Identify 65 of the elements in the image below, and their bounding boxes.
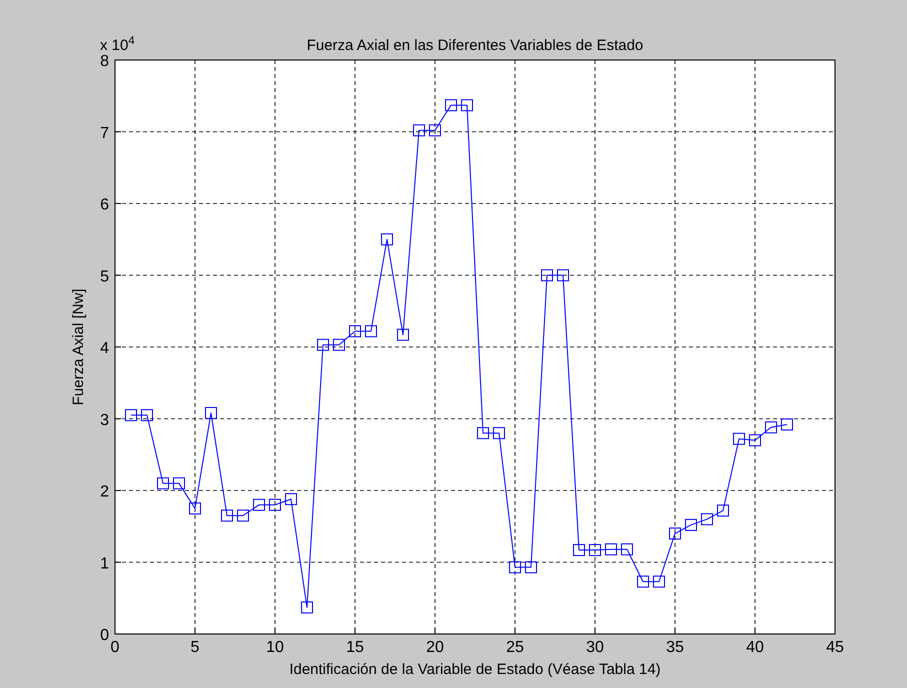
point xyxy=(333,338,345,351)
y-tick-label: 0 xyxy=(100,627,110,644)
y-tick-label: 4 xyxy=(100,340,110,357)
point xyxy=(717,504,729,517)
point xyxy=(557,269,569,282)
y-tick-label: 8 xyxy=(100,53,110,70)
point xyxy=(765,421,777,434)
point xyxy=(157,477,169,490)
point xyxy=(461,99,473,112)
x-tick-label: 15 xyxy=(346,639,364,656)
y-tick-label: 6 xyxy=(100,196,110,214)
point xyxy=(509,561,521,574)
point xyxy=(701,513,713,526)
point xyxy=(269,498,281,511)
point xyxy=(669,528,681,540)
x-tick-label: 40 xyxy=(746,639,764,656)
point xyxy=(749,434,761,446)
point xyxy=(589,544,601,556)
point xyxy=(221,510,233,522)
point xyxy=(413,124,425,136)
point xyxy=(301,601,313,614)
x-axis-title: Identificación de la Variable de Estado (Véase Tabla 14) xyxy=(289,661,661,678)
point xyxy=(621,543,633,556)
point xyxy=(605,543,617,556)
point xyxy=(205,407,217,420)
x-tick-label: 25 xyxy=(506,639,524,656)
x-tick-label: 5 xyxy=(190,639,200,656)
point xyxy=(653,576,665,588)
point xyxy=(141,409,153,422)
point xyxy=(237,510,249,522)
text: x 10$^{4}$ xyxy=(100,35,135,54)
y-tick-label: 2 xyxy=(100,484,110,500)
point xyxy=(733,432,745,445)
point xyxy=(253,498,265,511)
point xyxy=(397,328,409,341)
point xyxy=(477,427,489,440)
point xyxy=(349,325,361,338)
point xyxy=(365,325,377,338)
point xyxy=(125,409,137,422)
point xyxy=(573,544,585,556)
x-tick-label: 20 xyxy=(426,639,444,656)
point xyxy=(173,477,185,490)
point xyxy=(525,561,537,574)
point xyxy=(285,493,297,506)
x-tick-label: 10 xyxy=(266,639,284,656)
x-tick-label: 30 xyxy=(586,639,604,656)
y-axis-title: Fuerza Axial [Nw] xyxy=(70,288,87,406)
x-tick-label: 35 xyxy=(666,639,684,656)
point xyxy=(429,124,441,136)
point xyxy=(781,418,793,430)
point xyxy=(445,99,457,112)
y-tick-label: 1 xyxy=(100,555,110,572)
y-tick-label: 5 xyxy=(100,268,110,286)
chart-title: Fuerza Axial en las Diferentes Variables de Estado xyxy=(306,37,644,54)
x-tick-label: 0 xyxy=(110,639,120,656)
point xyxy=(317,338,329,351)
point xyxy=(381,233,393,246)
x-tick-label: 45 xyxy=(826,639,844,656)
point xyxy=(685,518,697,531)
point xyxy=(493,427,505,440)
y-tick-label: 7 xyxy=(100,124,110,142)
point xyxy=(637,576,649,588)
point xyxy=(541,269,553,282)
point xyxy=(189,502,201,514)
y-tick-label: 3 xyxy=(100,412,110,429)
